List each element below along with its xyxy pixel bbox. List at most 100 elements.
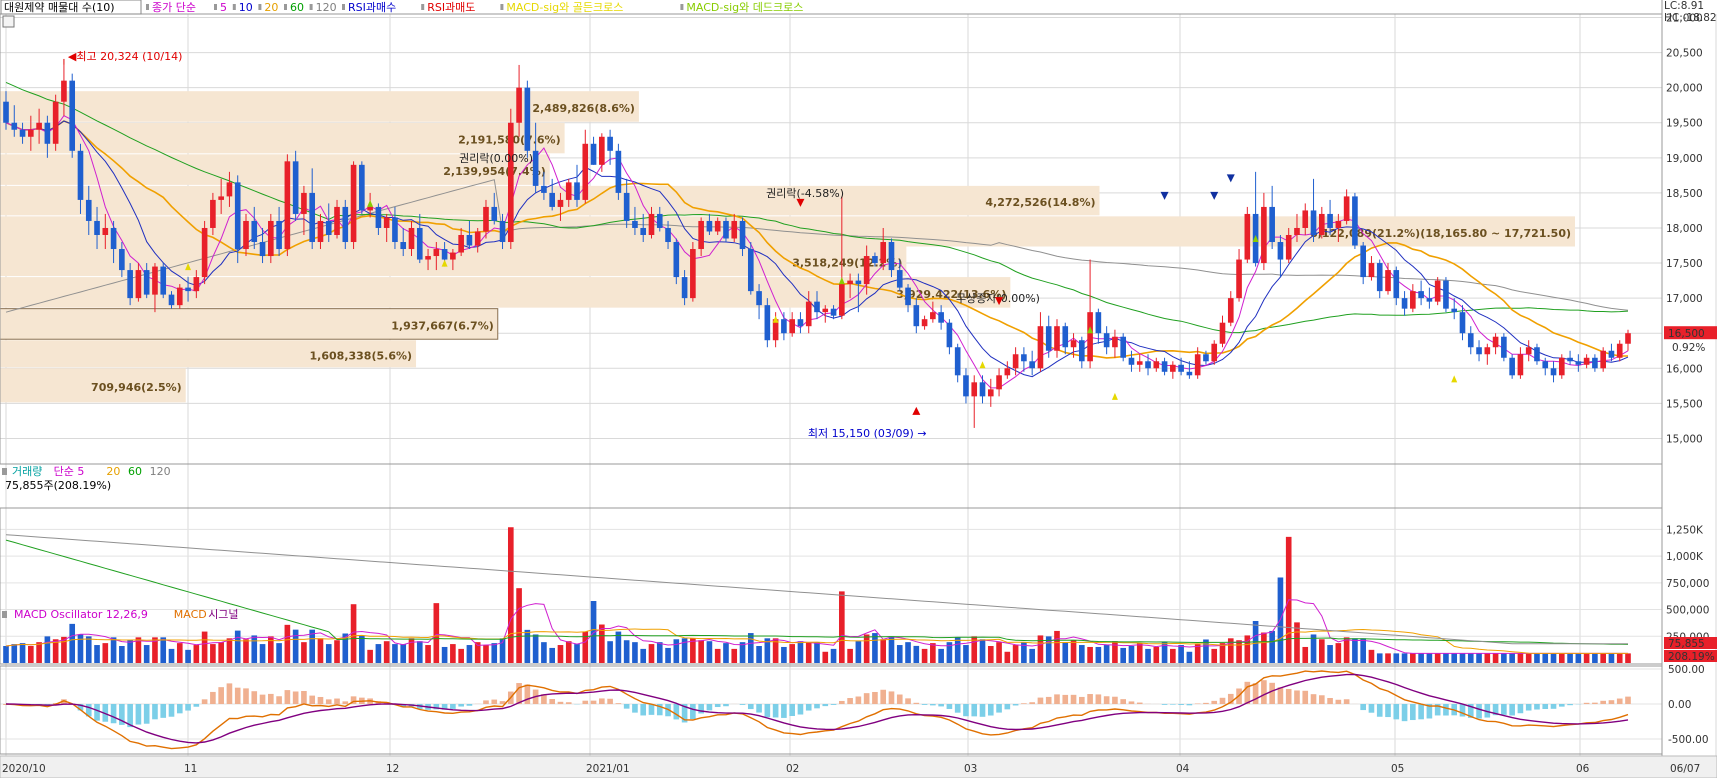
volume-bar[interactable]: [756, 646, 762, 663]
candle-body[interactable]: [1302, 210, 1309, 228]
candle-body[interactable]: [1575, 361, 1582, 365]
volume-bar[interactable]: [85, 636, 92, 663]
macd-oscillator-bar[interactable]: [797, 704, 804, 715]
macd-oscillator-bar[interactable]: [1285, 688, 1292, 704]
candle-body[interactable]: [392, 217, 398, 243]
volume-bar[interactable]: [94, 645, 100, 663]
volume-bar[interactable]: [1004, 651, 1011, 663]
volume-bar[interactable]: [276, 643, 282, 663]
macd-oscillator-bar[interactable]: [433, 704, 440, 710]
candle-body[interactable]: [458, 234, 464, 253]
candle-body[interactable]: [28, 129, 34, 137]
candle-body[interactable]: [400, 242, 407, 250]
macd-oscillator-bar[interactable]: [1625, 696, 1631, 704]
macd-oscillator-bar[interactable]: [1227, 693, 1234, 704]
macd-oscillator-bar[interactable]: [1550, 704, 1557, 709]
macd-oscillator-bar[interactable]: [458, 704, 464, 707]
macd-oscillator-bar[interactable]: [690, 704, 696, 719]
macd-oscillator-bar[interactable]: [152, 704, 158, 720]
macd-oscillator-bar[interactable]: [52, 703, 59, 704]
volume-bar[interactable]: [1327, 645, 1333, 663]
candle-body[interactable]: [1368, 263, 1375, 278]
volume-bar[interactable]: [201, 631, 208, 663]
volume-bar[interactable]: [400, 644, 407, 663]
volume-bar[interactable]: [963, 645, 969, 663]
volume-bar[interactable]: [996, 642, 1002, 663]
candle-body[interactable]: [789, 319, 795, 334]
macd-oscillator-bar[interactable]: [1029, 702, 1035, 704]
volume-bar[interactable]: [549, 647, 555, 663]
volume-bar[interactable]: [789, 644, 795, 663]
candle-body[interactable]: [582, 143, 589, 200]
volume-bar[interactable]: [259, 644, 266, 663]
candle-body[interactable]: [640, 227, 647, 235]
volume-bars[interactable]: [3, 527, 1631, 663]
macd-oscillator-bar[interactable]: [1410, 704, 1416, 721]
volume-bar[interactable]: [1112, 641, 1118, 663]
macd-oscillator-bar[interactable]: [1401, 704, 1408, 722]
candle-body[interactable]: [781, 319, 787, 334]
volume-bar[interactable]: [1318, 639, 1325, 663]
candle-body[interactable]: [119, 249, 125, 271]
volume-bar[interactable]: [1203, 639, 1209, 663]
candle-body[interactable]: [938, 312, 944, 323]
macd-oscillator-bar[interactable]: [400, 704, 407, 708]
candle-body[interactable]: [44, 122, 51, 144]
candle-body[interactable]: [201, 227, 208, 278]
volume-bar[interactable]: [1236, 640, 1242, 663]
volume-bar[interactable]: [491, 643, 498, 663]
volume-bar[interactable]: [1451, 653, 1458, 663]
candle-body[interactable]: [36, 122, 42, 130]
macd-oscillator-bar[interactable]: [85, 704, 92, 717]
candle-body[interactable]: [1095, 312, 1102, 334]
candle-body[interactable]: [152, 266, 158, 295]
macd-oscillator-bar[interactable]: [1376, 704, 1383, 717]
volume-bar[interactable]: [309, 629, 316, 663]
volume-bar[interactable]: [987, 646, 994, 663]
candle-body[interactable]: [557, 199, 564, 207]
macd-oscillator-bar[interactable]: [176, 704, 183, 714]
candle-body[interactable]: [77, 150, 84, 200]
candle-body[interactable]: [1467, 333, 1474, 348]
volume-bar[interactable]: [383, 641, 390, 663]
macd-oscillator-bar[interactable]: [1012, 704, 1019, 706]
volume-bar[interactable]: [1401, 653, 1408, 663]
volume-bar[interactable]: [367, 649, 373, 663]
candle-body[interactable]: [1054, 326, 1060, 351]
candle-body[interactable]: [193, 277, 200, 292]
candle-body[interactable]: [1128, 357, 1135, 365]
macd-oscillator-bar[interactable]: [1501, 704, 1507, 715]
candle-body[interactable]: [979, 382, 986, 397]
macd-oscillator-bar[interactable]: [450, 704, 456, 709]
candle-body[interactable]: [930, 312, 936, 320]
macd-oscillator-bar[interactable]: [1517, 704, 1524, 714]
macd-oscillator-bar[interactable]: [698, 704, 704, 714]
candle-body[interactable]: [1318, 213, 1325, 235]
macd-oscillator-bar[interactable]: [160, 704, 167, 718]
macd-oscillator-bar[interactable]: [921, 704, 928, 705]
candle-body[interactable]: [1393, 270, 1400, 299]
volume-bar[interactable]: [1335, 643, 1342, 663]
volume-bar[interactable]: [632, 642, 638, 663]
volume-bar[interactable]: [1310, 634, 1317, 663]
candle-body[interactable]: [210, 199, 216, 228]
candle-body[interactable]: [632, 220, 638, 228]
volume-bar[interactable]: [292, 629, 299, 663]
macd-oscillator-bar[interactable]: [1343, 699, 1350, 704]
macd-oscillator-bar[interactable]: [996, 704, 1002, 713]
candle-body[interactable]: [1492, 336, 1499, 348]
macd-oscillator-bar[interactable]: [764, 704, 771, 718]
candle-body[interactable]: [52, 101, 59, 144]
candle-body[interactable]: [706, 220, 713, 232]
candle-body[interactable]: [863, 256, 870, 285]
candle-body[interactable]: [814, 301, 820, 313]
volume-bar[interactable]: [392, 644, 398, 663]
volume-bar[interactable]: [557, 645, 564, 663]
candle-body[interactable]: [11, 122, 18, 130]
candle-body[interactable]: [433, 249, 440, 257]
candle-body[interactable]: [1186, 371, 1193, 376]
volume-bar[interactable]: [1376, 653, 1383, 663]
volume-bar[interactable]: [656, 642, 663, 663]
candle-body[interactable]: [1244, 213, 1251, 260]
volume-bar[interactable]: [888, 636, 895, 663]
